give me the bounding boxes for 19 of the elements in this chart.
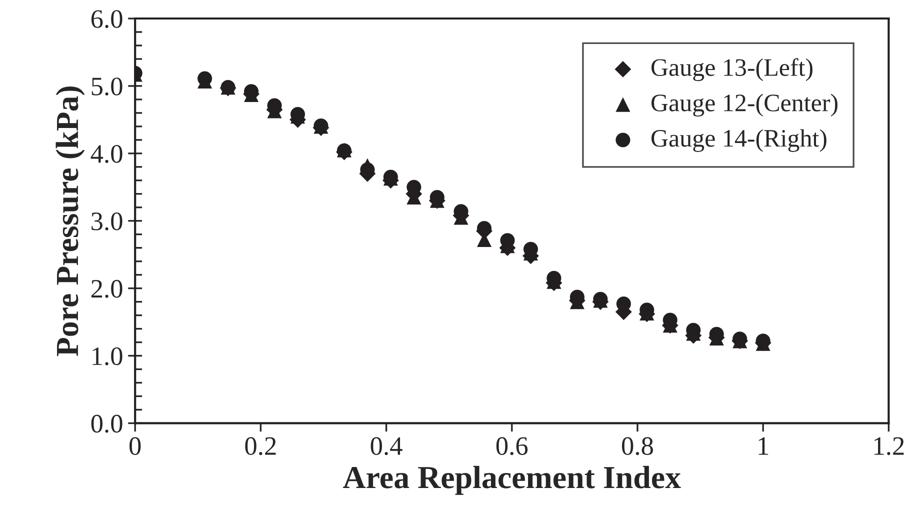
x-tick-label: 1 <box>758 437 768 455</box>
x-tick-label: 0 <box>130 437 141 455</box>
y-tick-label: 5.0 <box>92 78 122 96</box>
x-tick-label: 0.6 <box>496 437 528 456</box>
x-tick-label: 0.2 <box>245 437 276 456</box>
y-tick-label: 0.0 <box>91 414 122 433</box>
x-tick-label: 0.8 <box>622 437 653 456</box>
legend-label: Gauge 13-(Left) <box>651 58 812 82</box>
y-tick-label: 4.0 <box>90 145 122 163</box>
legend-label: Gauge 12-(Center) <box>651 94 838 117</box>
y-axis-title: Pore Pressure (kPa) <box>56 86 85 356</box>
x-tick-label: 1.2 <box>874 437 904 456</box>
legend-label: Gauge 14-(Right) <box>651 129 826 152</box>
x-tick-label: 0.4 <box>370 437 402 456</box>
y-tick-label: 2.0 <box>91 280 122 298</box>
y-tick-label: 1.0 <box>92 347 122 366</box>
y-tick-label: 6.0 <box>91 10 122 28</box>
y-tick-label: 3.0 <box>92 212 122 230</box>
x-axis-title: Area Replacement Index <box>343 466 681 495</box>
